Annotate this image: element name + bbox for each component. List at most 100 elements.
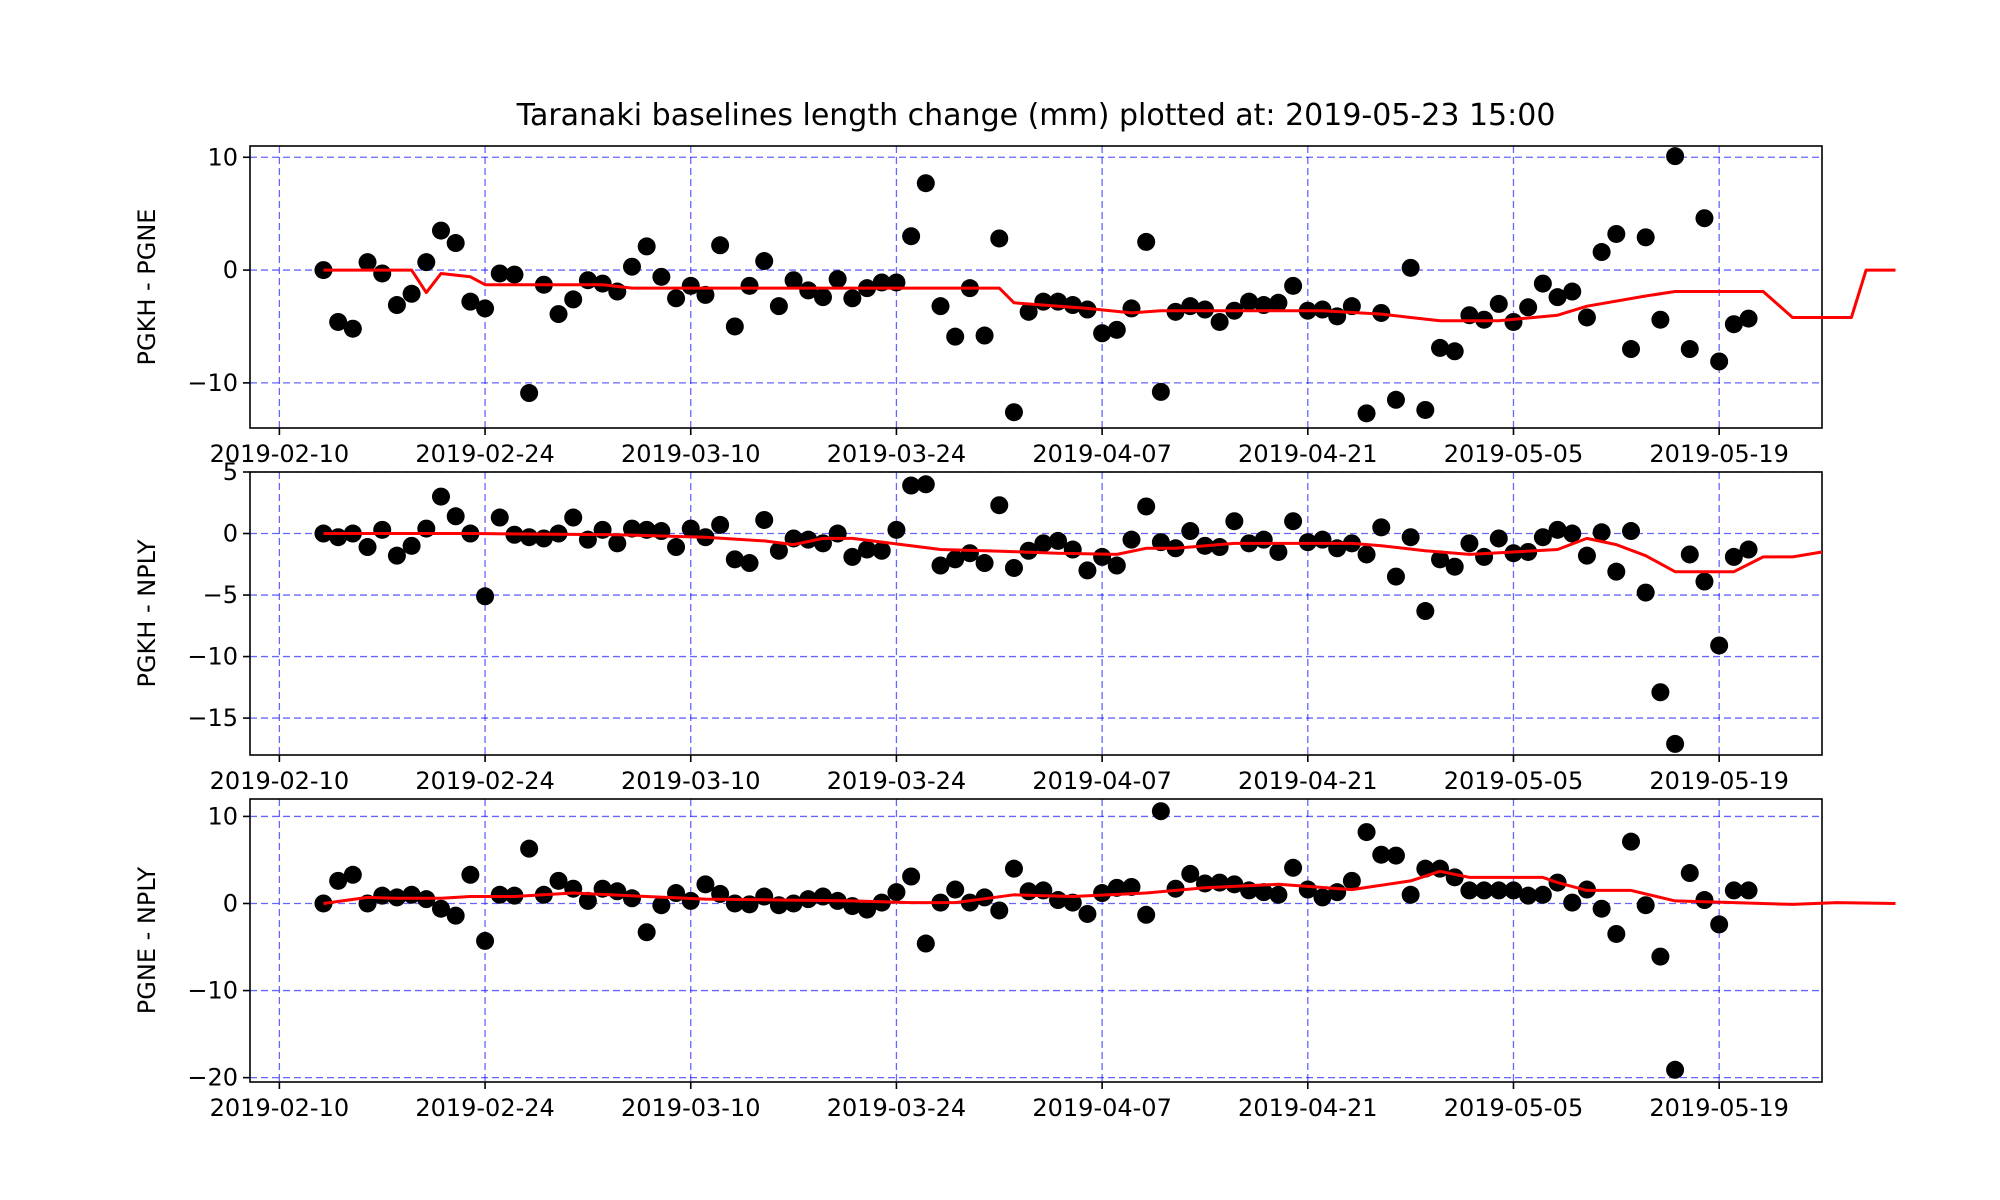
data-point xyxy=(1210,312,1229,331)
data-point xyxy=(1122,299,1141,318)
data-point xyxy=(402,284,421,303)
data-point xyxy=(1651,947,1670,966)
data-point xyxy=(769,541,788,560)
data-point xyxy=(1592,523,1611,542)
data-point xyxy=(1577,308,1596,327)
x-tick-label: 2019-05-05 xyxy=(1444,1094,1583,1122)
y-axis-label: PGKH - NPLY xyxy=(133,539,161,687)
data-point xyxy=(1519,886,1538,905)
data-point xyxy=(431,899,450,918)
data-point xyxy=(667,538,686,557)
x-tick-label: 2019-04-21 xyxy=(1238,440,1377,468)
data-point xyxy=(329,312,348,331)
y-tick-label: −10 xyxy=(187,977,238,1005)
data-point xyxy=(1592,899,1611,918)
y-tick-label: 10 xyxy=(207,802,238,830)
data-point xyxy=(622,889,641,908)
data-point xyxy=(1063,540,1082,559)
data-point xyxy=(1680,545,1699,564)
data-point xyxy=(1622,340,1641,359)
data-point xyxy=(1710,352,1729,371)
data-point xyxy=(1401,258,1420,277)
data-point xyxy=(1284,276,1303,295)
data-point xyxy=(1122,530,1141,549)
data-point xyxy=(1078,904,1097,923)
data-points xyxy=(314,802,1758,1079)
data-point xyxy=(373,264,392,283)
data-point xyxy=(887,883,906,902)
data-point xyxy=(1607,562,1626,581)
data-point xyxy=(902,227,921,246)
data-point xyxy=(1166,879,1185,898)
data-point xyxy=(858,900,877,919)
x-tick-label: 2019-02-24 xyxy=(415,767,554,795)
data-point xyxy=(916,475,935,494)
data-point xyxy=(431,487,450,506)
average-line xyxy=(323,268,1896,323)
data-point xyxy=(358,253,377,272)
data-point xyxy=(946,327,965,346)
data-point xyxy=(1548,520,1567,539)
y-tick-label: 0 xyxy=(223,520,238,548)
y-axis-label: PGKH - PGNE xyxy=(133,209,161,366)
data-point xyxy=(1519,298,1538,317)
data-point xyxy=(1386,567,1405,586)
data-point xyxy=(490,264,509,283)
data-point xyxy=(490,885,509,904)
y-tick-label: 0 xyxy=(223,889,238,917)
data-point xyxy=(578,891,597,910)
data-point xyxy=(1284,858,1303,877)
data-point xyxy=(1416,400,1435,419)
data-point xyxy=(740,554,759,573)
data-point xyxy=(1695,891,1714,910)
x-tick-label: 2019-03-10 xyxy=(621,1094,760,1122)
data-point xyxy=(711,236,730,255)
data-point xyxy=(461,292,480,311)
x-tick-label: 2019-04-07 xyxy=(1032,767,1171,795)
data-point xyxy=(740,276,759,295)
data-point xyxy=(681,519,700,538)
data-point xyxy=(872,541,891,560)
data-point xyxy=(1093,547,1112,566)
plot-frame xyxy=(249,798,1823,1083)
data-point xyxy=(1049,531,1068,550)
data-point xyxy=(505,265,524,284)
data-point xyxy=(1254,883,1273,902)
data-point xyxy=(1460,534,1479,553)
data-point xyxy=(637,923,656,942)
data-point xyxy=(975,326,994,345)
data-point xyxy=(1019,302,1038,321)
x-tick-label: 2019-02-10 xyxy=(210,1094,349,1122)
data-point xyxy=(1386,390,1405,409)
data-point xyxy=(916,934,935,953)
data-point xyxy=(1666,734,1685,753)
data-point xyxy=(446,507,465,526)
data-point xyxy=(1416,602,1435,621)
y-tick-label: −15 xyxy=(187,704,238,732)
data-point xyxy=(975,554,994,573)
data-point xyxy=(1489,529,1508,548)
data-point xyxy=(696,285,715,304)
data-point xyxy=(1607,924,1626,943)
y-tick-label: −5 xyxy=(203,581,238,609)
x-tick-label: 2019-04-21 xyxy=(1238,1094,1377,1122)
data-point xyxy=(755,510,774,529)
data-point xyxy=(681,276,700,295)
data-point xyxy=(725,317,744,336)
data-point xyxy=(1533,885,1552,904)
data-point xyxy=(1445,868,1464,887)
data-point xyxy=(681,891,700,910)
data-point xyxy=(1622,832,1641,851)
data-point xyxy=(711,515,730,534)
chart-panel-1: 2019-02-10 2019-02-24 2019-03-10 2019-03-24… xyxy=(133,143,1896,468)
data-point xyxy=(446,906,465,925)
data-point xyxy=(476,931,495,950)
data-point xyxy=(784,271,803,290)
data-point xyxy=(1666,1060,1685,1079)
data-point xyxy=(1181,864,1200,883)
data-point xyxy=(1431,338,1450,357)
data-point xyxy=(990,901,1009,920)
average-line xyxy=(323,869,1896,906)
data-points xyxy=(314,475,1758,753)
